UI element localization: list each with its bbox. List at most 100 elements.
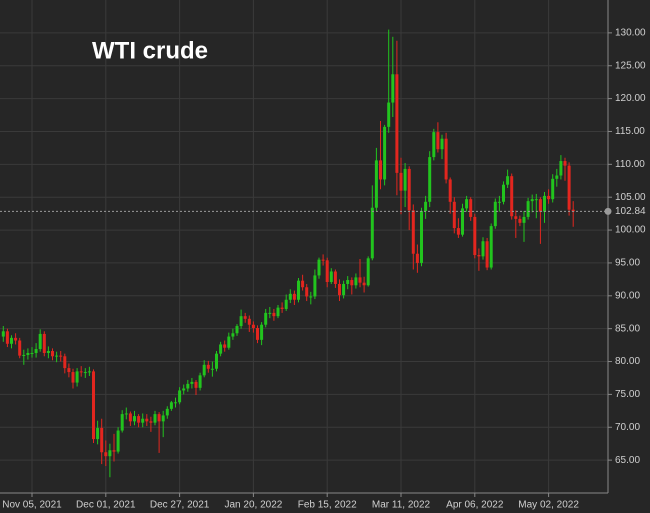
candle-body: [46, 351, 50, 353]
x-tick-label: Mar 11, 2022: [372, 500, 431, 511]
candle-body: [22, 354, 26, 356]
candle-body: [415, 253, 419, 263]
candle-body: [239, 316, 243, 327]
candle-body: [547, 195, 551, 200]
candle-body: [186, 383, 190, 389]
candle-body: [555, 175, 559, 179]
candle-body: [292, 293, 296, 300]
candle-body: [543, 195, 546, 212]
candle-body: [190, 381, 194, 384]
candle-body: [497, 201, 501, 203]
candle-body: [317, 259, 321, 276]
candle-body: [493, 201, 497, 227]
candle-body: [120, 414, 124, 431]
candle-body: [350, 280, 354, 286]
x-tick-label: Dec 27, 2021: [150, 500, 210, 511]
candle-body: [280, 307, 284, 309]
candle-body: [14, 337, 18, 341]
candle-body: [227, 336, 231, 348]
y-tick-label: 130.00: [615, 28, 646, 39]
y-tick-label: 70.00: [615, 422, 640, 433]
candle-body: [502, 184, 505, 202]
y-tick-label: 65.00: [615, 455, 640, 466]
candle-body: [112, 450, 116, 452]
candle-body: [440, 138, 444, 150]
candle-body: [243, 316, 247, 319]
candle-body: [63, 356, 67, 369]
y-tick-label: 115.00: [615, 126, 645, 137]
candle-body: [420, 211, 423, 263]
candle-body: [354, 277, 358, 286]
candle-body: [485, 241, 489, 268]
candle-body: [59, 355, 63, 357]
x-tick-label: Nov 05, 2021: [2, 500, 62, 511]
candle-body: [198, 375, 202, 388]
candle-body: [428, 157, 432, 202]
candle-body: [75, 371, 79, 383]
candle-body: [563, 161, 567, 166]
candle-body: [514, 216, 518, 219]
candle-body: [342, 283, 346, 296]
candle-body: [338, 283, 341, 296]
candle-body: [79, 371, 83, 373]
y-tick-label: 125.00: [615, 60, 646, 71]
candle-body: [321, 259, 325, 261]
candle-body: [395, 74, 399, 173]
candle-body: [34, 349, 38, 353]
candle-body: [436, 132, 440, 150]
candle-body: [538, 199, 542, 212]
candle-body: [473, 216, 477, 256]
candle-body: [42, 333, 46, 353]
candle-body: [399, 172, 403, 191]
candle-body: [149, 421, 153, 423]
candle-body: [362, 282, 366, 286]
candle-body: [96, 427, 100, 440]
candle-body: [309, 296, 313, 298]
candle-body: [534, 199, 538, 201]
candle-body: [10, 337, 13, 344]
candle-body: [256, 328, 259, 340]
candle-body: [288, 293, 292, 300]
candle-body: [137, 416, 141, 423]
y-tick-label: 95.00: [615, 258, 640, 269]
candle-body: [182, 388, 186, 391]
candle-body: [83, 372, 87, 374]
candle-body: [477, 255, 481, 257]
y-tick-label: 90.00: [615, 290, 640, 301]
candle-body: [387, 102, 391, 127]
candle-body: [403, 168, 407, 191]
candle-body: [489, 226, 493, 268]
candle-body: [559, 161, 563, 176]
candle-body: [157, 414, 161, 422]
candle-body: [1, 331, 5, 337]
y-tick-label: 75.00: [615, 389, 640, 400]
candle-body: [104, 452, 108, 457]
candle-body: [260, 324, 264, 340]
candle-body: [55, 355, 59, 357]
candle-body: [313, 275, 317, 297]
candle-body: [128, 413, 132, 422]
candle-body: [202, 364, 206, 376]
candle-body: [194, 381, 198, 388]
candle-body: [92, 371, 95, 440]
candle-body: [407, 168, 411, 211]
candle-body: [231, 333, 235, 337]
candle-body: [251, 324, 255, 329]
candle-body: [329, 271, 333, 282]
candle-body: [571, 209, 575, 212]
candle-body: [169, 402, 173, 409]
last-price-dot: [604, 207, 612, 215]
candle-body: [210, 368, 214, 370]
candle-body: [452, 201, 456, 229]
candle-body: [178, 390, 182, 403]
candle-body: [510, 176, 514, 217]
candle-body: [379, 160, 382, 180]
candle-body: [141, 418, 145, 423]
candle-body: [268, 312, 272, 314]
candle-body: [370, 207, 374, 259]
candle-body: [432, 132, 436, 158]
candle-body: [366, 258, 370, 286]
candle-body: [223, 344, 227, 348]
candle-body: [247, 318, 251, 325]
candle-body: [133, 416, 136, 422]
